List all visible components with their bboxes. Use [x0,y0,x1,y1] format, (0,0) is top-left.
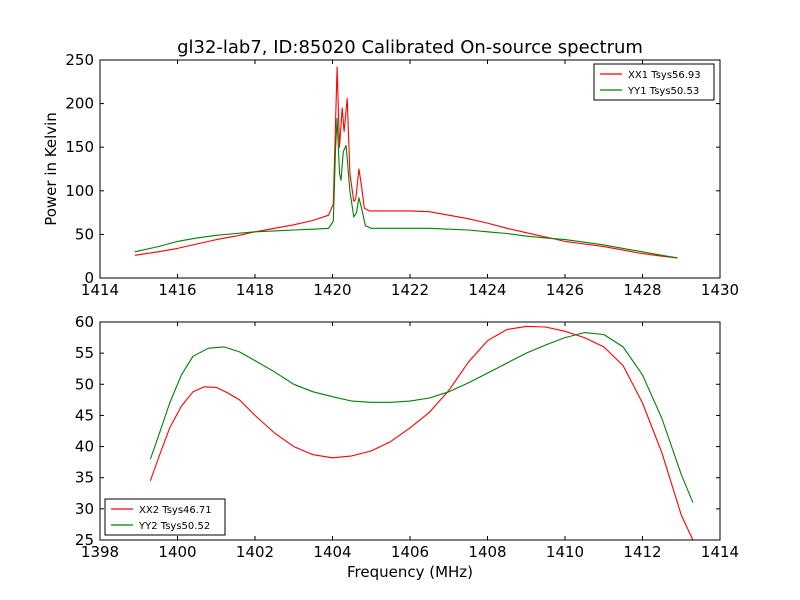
top-xtick-label: 1418 [236,281,274,299]
top-xtick-label: 1422 [391,281,429,299]
bottom-legend-label-0: XX2 Tsys46.71 [139,505,212,516]
top-xtick-label: 1420 [313,281,351,299]
top-ytick-label: 250 [65,51,94,69]
bottom-legend-box [104,498,226,536]
bottom-legend-label-1: YY2 Tsys50.52 [138,521,210,532]
top-ytick-label: 50 [75,225,94,243]
top-xtick-label: 1428 [623,281,661,299]
top-chart-title: gl32-lab7, ID:85020 Calibrated On-source… [177,37,643,58]
bottom-chart-panel: 1398 1400 1402 1404 1406 1408 1410 1412 1414 25 30… [75,313,739,561]
bottom-series-0-line [149,325,694,541]
top-xtick-label: 1424 [468,281,506,299]
top-xtick-label: 1416 [158,281,196,299]
top-legend-label-0: XX1 Tsys56.93 [628,70,701,81]
bottom-xtick-label: 1410 [546,543,584,561]
bottom-xtick-label: 1404 [313,543,351,561]
bottom-ytick-label: 25 [75,531,94,549]
bottom-xtick-label: 1398 [81,543,119,561]
bottom-chart-xlabel: Frequency (MHz) [347,563,473,581]
bottom-ytick-label: 50 [75,375,94,393]
top-legend-label-1: YY1 Tsys50.53 [627,86,699,97]
bottom-ytick-label: 40 [75,438,94,456]
bottom-ytick-label: 60 [75,313,94,331]
top-xtick-label: 1426 [546,281,584,299]
top-ytick-label: 200 [65,95,94,113]
top-legend-box [593,63,715,101]
bottom-xtick-label: 1408 [468,543,506,561]
bottom-xtick-label: 1414 [701,543,739,561]
bottom-xtick-label: 1412 [623,543,661,561]
bottom-series-1-line [149,332,694,503]
bottom-ytick-label: 55 [75,344,94,362]
bottom-xtick-label: 1400 [158,543,196,561]
top-xtick-label: 1430 [701,281,739,299]
top-chart-ylabel: Power in Kelvin [42,112,60,226]
top-ytick-label: 150 [65,138,94,156]
bottom-xtick-label: 1406 [391,543,429,561]
bottom-xtick-label: 1402 [236,543,274,561]
bottom-ytick-label: 45 [75,406,94,424]
bottom-ytick-label: 35 [75,469,94,487]
top-series-1-line [134,117,678,259]
top-ytick-label: 100 [65,182,94,200]
bottom-ytick-label: 30 [75,500,94,518]
top-xtick-label: 1414 [81,281,119,299]
top-ytick-label: 0 [84,269,94,287]
top-chart-panel: 1414 1416 1418 1420 1422 1424 1426 1428 1430 0 50 1… [65,51,739,299]
